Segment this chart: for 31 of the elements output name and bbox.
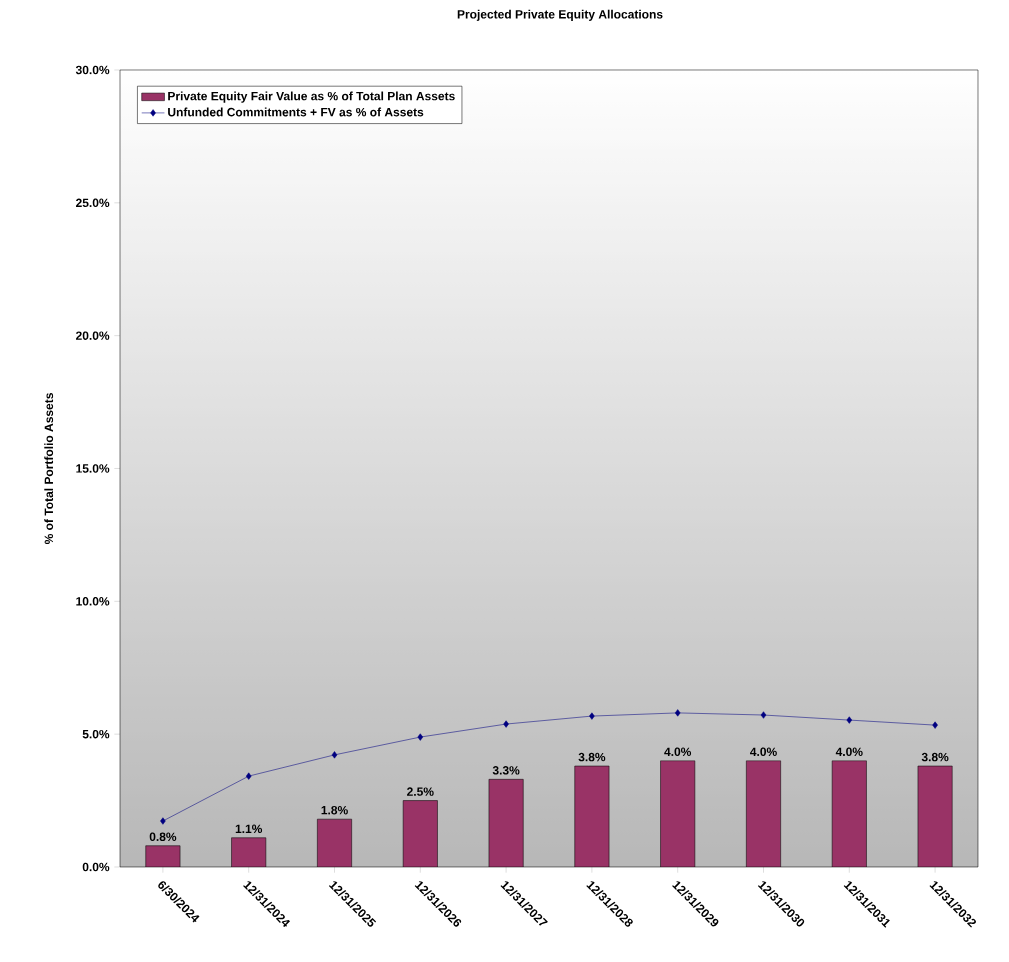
y-tick-label: 5.0% [82, 729, 110, 739]
y-tick-label: 30.0% [75, 65, 110, 75]
chart-title: Projected Private Equity Allocations [457, 9, 663, 21]
data-label: 3.8% [921, 752, 949, 762]
point [932, 721, 938, 729]
point [160, 817, 166, 825]
y-axis-title: % of Total Portfolio Assets [44, 393, 54, 545]
data-label: 1.8% [321, 805, 348, 815]
y-tick-label: 25.0% [76, 198, 110, 208]
point [589, 712, 595, 720]
data-label: 2.5% [407, 787, 434, 796]
point [331, 751, 338, 759]
y-tick-label: 0.0% [82, 862, 110, 872]
data-label: 4.0% [664, 747, 692, 757]
data-label: 4.0% [835, 747, 863, 757]
point [417, 733, 424, 741]
data-label: 0.8% [149, 832, 177, 842]
data-label: 1.1% [235, 824, 263, 834]
point [846, 716, 853, 724]
data-label: 3.8% [578, 752, 606, 762]
point [760, 711, 767, 719]
data-label: 4.0% [750, 747, 777, 757]
point [503, 720, 509, 728]
y-tick-label: 15.0% [76, 464, 110, 473]
data-label: 3.3% [492, 766, 520, 775]
y-tick-label: 10.0% [76, 597, 110, 606]
y-tick-label: 20.0% [76, 331, 110, 340]
legend-label: Unfunded Commitments + FV as % of Assets [168, 107, 424, 117]
legend-label: Private Equity Fair Value as % of Total Plan Assets [168, 91, 455, 103]
point [245, 772, 252, 780]
point [674, 709, 681, 717]
